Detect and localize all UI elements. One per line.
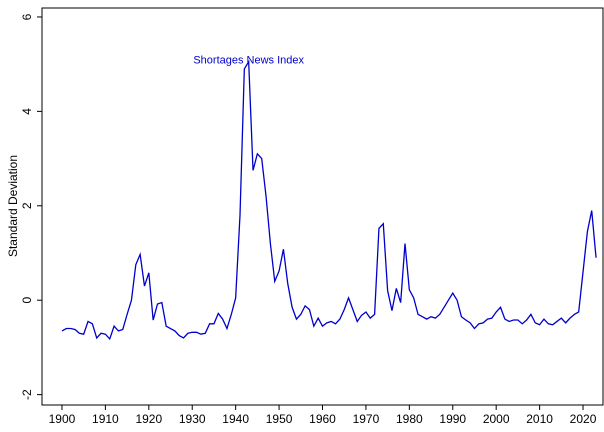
- x-tick-label: 1980: [396, 412, 423, 426]
- x-tick-label: 1970: [353, 412, 380, 426]
- data-line: [61, 59, 597, 341]
- y-tick-label: 4: [20, 108, 34, 115]
- y-tick-label: -2: [20, 389, 34, 400]
- y-tick-label: 2: [20, 202, 34, 209]
- annotation: Shortages News Index: [193, 54, 304, 66]
- x-tick-label: 1990: [439, 412, 466, 426]
- x-tick-label: 1950: [266, 412, 293, 426]
- x-tick-label: 2010: [526, 412, 553, 426]
- x-tick-label: 1960: [309, 412, 336, 426]
- y-tick-label: 0: [20, 297, 34, 304]
- x-tick-label: 2020: [570, 412, 597, 426]
- x-tick-label: 1910: [92, 412, 119, 426]
- y-tick-label: 6: [20, 13, 34, 20]
- x-tick-label: 1920: [135, 412, 162, 426]
- y-axis-label: Standard Deviation: [6, 155, 20, 257]
- x-tick-label: 1930: [179, 412, 206, 426]
- x-tick-label: 1900: [49, 412, 76, 426]
- x-tick-label: 1940: [222, 412, 249, 426]
- plot-frame: [41, 7, 604, 406]
- x-tick-label: 2000: [483, 412, 510, 426]
